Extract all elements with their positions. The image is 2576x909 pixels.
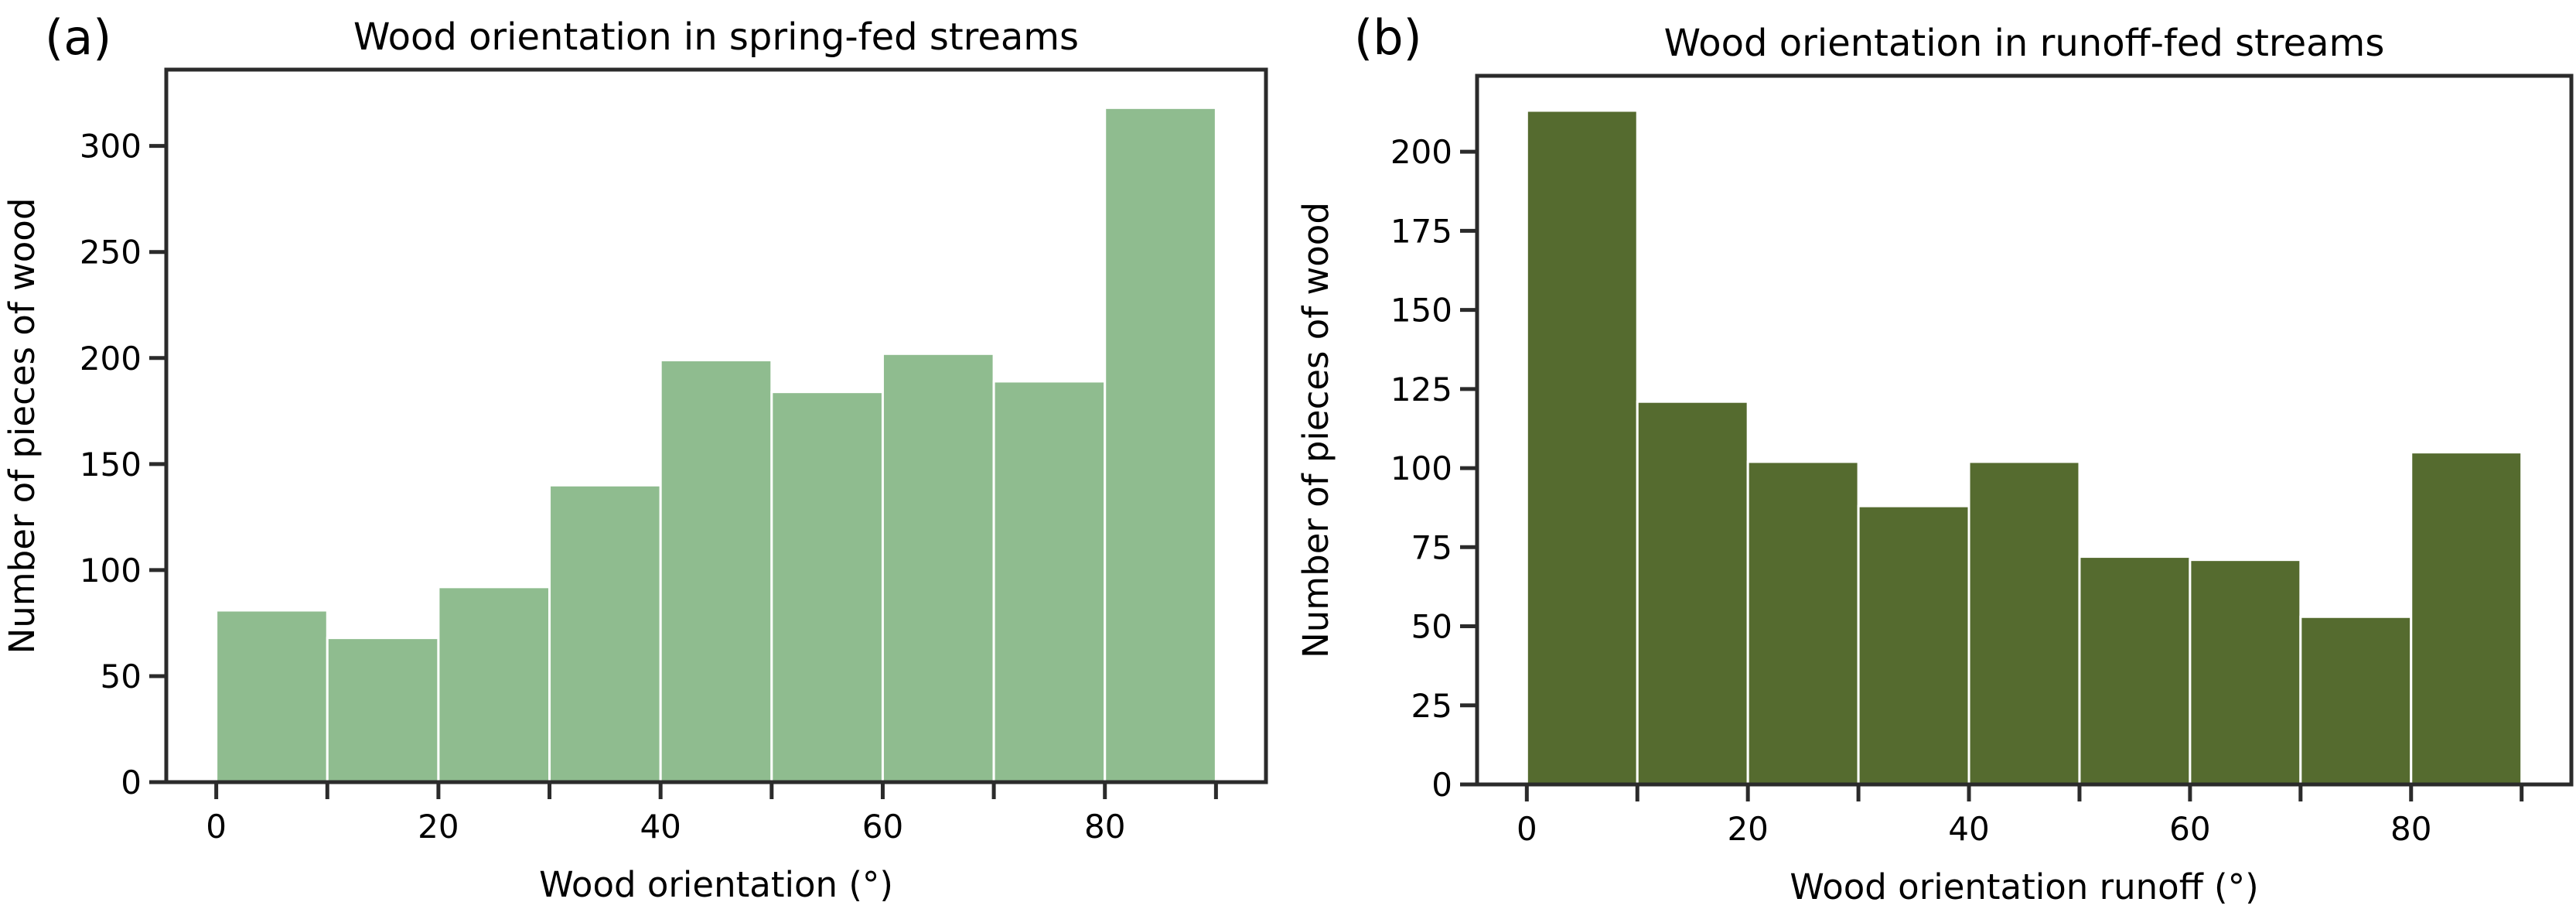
x-tick-label: 0 [206, 808, 227, 846]
histogram-bar [2299, 615, 2413, 786]
histogram-runoff-fed: 0 20 40 60 80 0 25 50 75 100 125 150 175 200 Wood orie… [1288, 0, 2575, 909]
panel-b: (b) 0 20 40 60 80 0 25 50 75 100 125 150 175 200 Wood … [1288, 0, 2575, 909]
x-tick-label: 80 [1084, 808, 1125, 846]
y-axis-label: Number of pieces of wood [1295, 202, 1336, 658]
x-tick-label: 40 [640, 808, 681, 846]
chart-svg: 0 20 40 60 80 0 50 100 150 200 250 300 Wood orientat… [2, 15, 1268, 905]
x-tick-label: 20 [1727, 810, 1768, 848]
histogram-bar [659, 359, 773, 784]
y-tick-label: 0 [1431, 766, 1452, 804]
histogram-bar [992, 380, 1107, 784]
chart-title: Wood orientation in runoff-fed streams [1664, 22, 2385, 65]
y-tick-label: 300 [80, 128, 142, 166]
histogram-bar [548, 484, 662, 784]
panel-label-a: (a) [45, 9, 112, 66]
x-tick-label: 20 [418, 808, 459, 846]
y-tick-label: 125 [1390, 371, 1452, 408]
y-tick-label: 100 [1390, 449, 1452, 487]
y-tick-label: 175 [1390, 212, 1452, 250]
panel-label-b: (b) [1354, 9, 1422, 66]
x-tick-label: 60 [862, 808, 903, 846]
panel-a: (a) 0 20 40 60 80 0 50 100 150 200 250 300 Wood orie… [2, 9, 1268, 905]
histogram-bar [1746, 460, 1860, 786]
y-tick-label: 100 [80, 552, 142, 589]
chart-svg: 0 20 40 60 80 0 25 50 75 100 125 150 175 200 Wood orie… [1295, 22, 2574, 907]
histogram-bar [437, 586, 551, 784]
histogram-bar [1525, 109, 1639, 786]
x-tick-label: 40 [1948, 810, 1989, 848]
y-axis-label: Number of pieces of wood [2, 198, 43, 654]
x-tick-label: 60 [2169, 810, 2210, 848]
y-tick-label: 75 [1411, 528, 1452, 566]
histogram-bar [215, 609, 329, 784]
y-tick-label: 200 [80, 340, 142, 378]
y-tick-label: 50 [1411, 608, 1452, 646]
y-tick-label: 0 [121, 764, 142, 801]
x-tick-label: 0 [1517, 810, 1537, 848]
y-tick-label: 150 [1390, 292, 1452, 330]
histogram-bar [1104, 106, 1217, 784]
y-tick-label: 25 [1411, 687, 1452, 725]
histogram-bar [1967, 460, 2081, 786]
histogram-bar [1636, 400, 1749, 786]
histogram-bar [2189, 559, 2302, 786]
histogram-bar [2410, 451, 2523, 786]
histogram-bar [881, 352, 995, 784]
y-tick-label: 250 [80, 234, 142, 272]
histogram-bar [326, 637, 440, 784]
plot-border [164, 67, 1268, 784]
x-axis-label: Wood orientation runoff (°) [1790, 866, 2258, 907]
histogram-spring-fed: 0 20 40 60 80 0 50 100 150 200 250 300 Wood orientat… [2, 15, 1268, 905]
histogram-bar [2078, 555, 2192, 786]
y-tick-label: 150 [80, 446, 142, 484]
y-tick-label: 50 [101, 658, 142, 695]
x-tick-label: 80 [2390, 810, 2431, 848]
histogram-bar [770, 391, 884, 784]
plot-border [1475, 73, 2574, 787]
y-tick-label: 200 [1390, 133, 1452, 171]
histogram-bar [1857, 504, 1970, 786]
x-axis-label: Wood orientation (°) [539, 864, 893, 905]
chart-title: Wood orientation in spring-fed streams [353, 15, 1079, 59]
